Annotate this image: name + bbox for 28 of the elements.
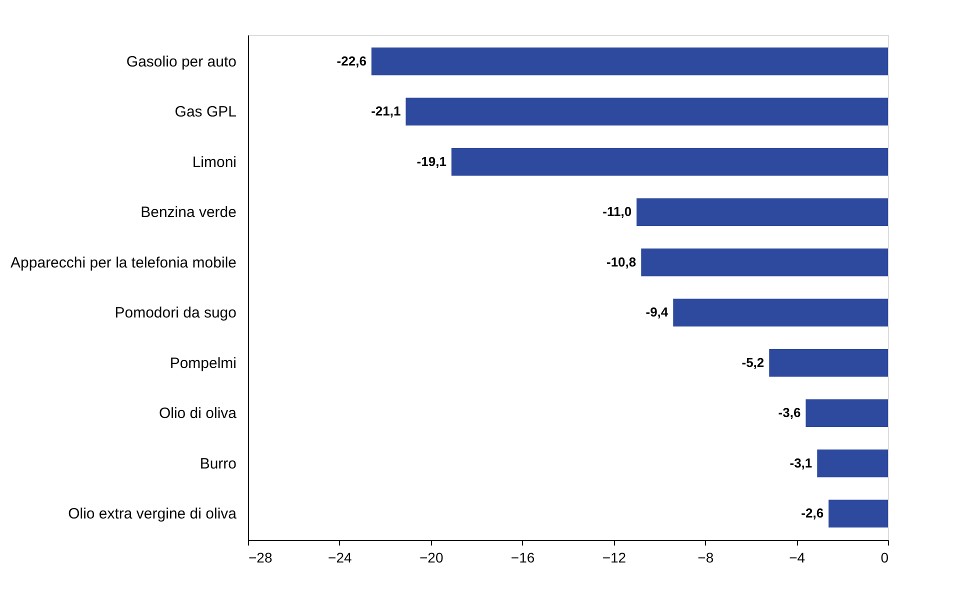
data-label: -22,6 [336,53,366,68]
x-tick-label: 0 [880,550,889,566]
data-label: -11,0 [602,204,632,220]
y-tick-label: Gasolio per auto [126,53,236,70]
y-tick-label: Olio extra vergine di oliva [68,506,238,523]
data-label: -21,1 [371,104,401,119]
x-tick-label: −16 [510,550,535,566]
x-tick-label: −4 [789,550,806,566]
y-tick-label: Burro [200,455,236,472]
x-tick-label: −28 [248,550,272,566]
data-label: -2,6 [801,506,824,521]
x-tick-label: −8 [698,550,714,566]
y-tick-label: Apparecchi per la telefonia mobile [10,254,236,272]
data-label: -5,2 [742,354,764,370]
data-label: -10,8 [606,254,636,270]
data-label: -19,1 [416,154,446,169]
y-tick-label: Pompelmi [170,354,236,372]
x-tick-label: −12 [602,550,626,566]
x-tick-label: −20 [419,550,444,566]
y-tick-label: Pomodori da sugo [114,304,236,322]
data-label: -3,1 [790,455,812,470]
y-tick-label: Limoni [192,154,236,171]
data-label: -9,4 [646,304,669,320]
data-label: -3,6 [778,405,801,420]
y-tick-label: Olio di oliva [158,405,238,422]
y-tick-label: Gas GPL [174,104,236,121]
x-tick-label: −24 [328,550,352,566]
y-tick-label: Benzina verde [140,204,236,222]
